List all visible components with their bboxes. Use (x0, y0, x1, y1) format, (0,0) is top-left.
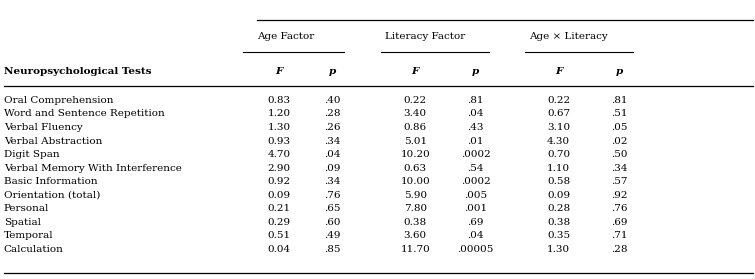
Text: .09: .09 (324, 163, 341, 173)
Text: Age Factor: Age Factor (257, 32, 314, 41)
Text: .001: .001 (464, 204, 487, 213)
Text: 3.60: 3.60 (404, 231, 427, 240)
Text: .28: .28 (324, 109, 341, 119)
Text: 10.20: 10.20 (400, 150, 430, 159)
Text: 0.70: 0.70 (547, 150, 570, 159)
Text: Basic Information: Basic Information (4, 177, 97, 186)
Text: Verbal Memory With Interference: Verbal Memory With Interference (4, 163, 182, 173)
Text: .04: .04 (467, 231, 484, 240)
Text: F: F (276, 67, 283, 76)
Text: Age × Literacy: Age × Literacy (529, 32, 608, 41)
Text: .81: .81 (611, 96, 627, 105)
Text: 0.09: 0.09 (547, 191, 570, 200)
Text: Oral Comprehension: Oral Comprehension (4, 96, 113, 105)
Text: 0.28: 0.28 (547, 204, 570, 213)
Text: 7.80: 7.80 (404, 204, 427, 213)
Text: .34: .34 (324, 136, 341, 146)
Text: 3.10: 3.10 (547, 123, 570, 132)
Text: .76: .76 (324, 191, 341, 200)
Text: .0002: .0002 (461, 177, 491, 186)
Text: 1.20: 1.20 (268, 109, 291, 119)
Text: 0.29: 0.29 (268, 218, 291, 227)
Text: 10.00: 10.00 (400, 177, 430, 186)
Text: 0.38: 0.38 (404, 218, 427, 227)
Text: .005: .005 (464, 191, 487, 200)
Text: .60: .60 (324, 218, 341, 227)
Text: .92: .92 (611, 191, 627, 200)
Text: .76: .76 (611, 204, 627, 213)
Text: 0.38: 0.38 (547, 218, 570, 227)
Text: 0.22: 0.22 (547, 96, 570, 105)
Text: 11.70: 11.70 (400, 245, 430, 254)
Text: F: F (411, 67, 419, 76)
Text: 0.35: 0.35 (547, 231, 570, 240)
Text: .69: .69 (467, 218, 484, 227)
Text: .0002: .0002 (461, 150, 491, 159)
Text: 0.86: 0.86 (404, 123, 427, 132)
Text: Temporal: Temporal (4, 231, 54, 240)
Text: 1.10: 1.10 (547, 163, 570, 173)
Text: p: p (472, 67, 479, 76)
Text: .34: .34 (324, 177, 341, 186)
Text: .00005: .00005 (458, 245, 494, 254)
Text: 0.04: 0.04 (268, 245, 291, 254)
Text: 0.83: 0.83 (268, 96, 291, 105)
Text: .04: .04 (467, 109, 484, 119)
Text: 0.51: 0.51 (268, 231, 291, 240)
Text: 0.63: 0.63 (404, 163, 427, 173)
Text: 5.01: 5.01 (404, 136, 427, 146)
Text: .65: .65 (324, 204, 341, 213)
Text: p: p (328, 67, 336, 76)
Text: Digit Span: Digit Span (4, 150, 60, 159)
Text: .26: .26 (324, 123, 341, 132)
Text: 4.70: 4.70 (268, 150, 291, 159)
Text: .71: .71 (611, 231, 627, 240)
Text: Literacy Factor: Literacy Factor (385, 32, 465, 41)
Text: 2.90: 2.90 (268, 163, 291, 173)
Text: .69: .69 (611, 218, 627, 227)
Text: 0.09: 0.09 (268, 191, 291, 200)
Text: 5.90: 5.90 (404, 191, 427, 200)
Text: 0.21: 0.21 (268, 204, 291, 213)
Text: .85: .85 (324, 245, 341, 254)
Text: .54: .54 (467, 163, 484, 173)
Text: Calculation: Calculation (4, 245, 63, 254)
Text: 0.67: 0.67 (547, 109, 570, 119)
Text: .01: .01 (467, 136, 484, 146)
Text: Verbal Abstraction: Verbal Abstraction (4, 136, 102, 146)
Text: 0.93: 0.93 (268, 136, 291, 146)
Text: .05: .05 (611, 123, 627, 132)
Text: Neuropsychological Tests: Neuropsychological Tests (4, 67, 151, 76)
Text: 0.58: 0.58 (547, 177, 570, 186)
Text: .40: .40 (324, 96, 341, 105)
Text: p: p (615, 67, 623, 76)
Text: 4.30: 4.30 (547, 136, 570, 146)
Text: Verbal Fluency: Verbal Fluency (4, 123, 82, 132)
Text: Spatial: Spatial (4, 218, 41, 227)
Text: Personal: Personal (4, 204, 49, 213)
Text: .34: .34 (611, 163, 627, 173)
Text: 3.40: 3.40 (404, 109, 427, 119)
Text: .43: .43 (467, 123, 484, 132)
Text: .81: .81 (467, 96, 484, 105)
Text: F: F (555, 67, 562, 76)
Text: .57: .57 (611, 177, 627, 186)
Text: .28: .28 (611, 245, 627, 254)
Text: .02: .02 (611, 136, 627, 146)
Text: .49: .49 (324, 231, 341, 240)
Text: 0.92: 0.92 (268, 177, 291, 186)
Text: Word and Sentence Repetition: Word and Sentence Repetition (4, 109, 165, 119)
Text: 1.30: 1.30 (547, 245, 570, 254)
Text: .04: .04 (324, 150, 341, 159)
Text: 1.30: 1.30 (268, 123, 291, 132)
Text: 0.22: 0.22 (404, 96, 427, 105)
Text: .50: .50 (611, 150, 627, 159)
Text: .51: .51 (611, 109, 627, 119)
Text: Orientation (total): Orientation (total) (4, 191, 100, 200)
